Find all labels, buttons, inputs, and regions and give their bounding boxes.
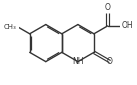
Text: CH₃: CH₃ <box>4 24 16 30</box>
Text: OH: OH <box>122 21 133 30</box>
Text: O: O <box>105 3 111 12</box>
Text: NH: NH <box>72 57 84 66</box>
Text: O: O <box>107 57 113 66</box>
